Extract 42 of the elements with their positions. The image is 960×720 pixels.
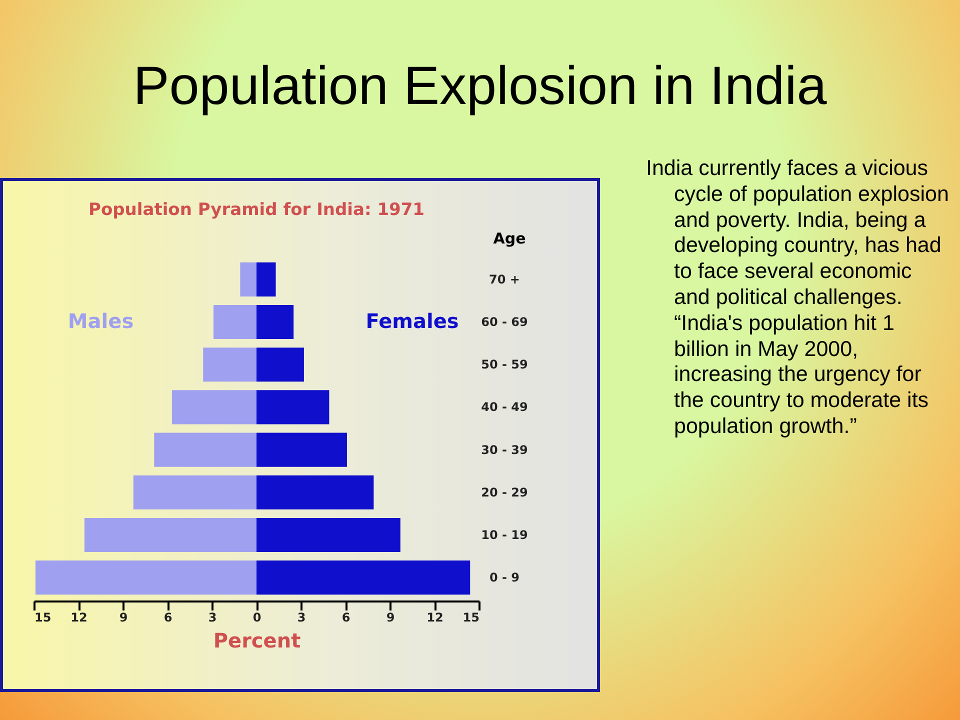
y-tick-label: 40 - 49 (481, 400, 528, 414)
y-tick-label: 70 + (489, 272, 520, 286)
bar (35, 560, 256, 595)
y-axis-title: Age (493, 230, 526, 248)
bar (256, 475, 374, 510)
bar (133, 475, 256, 510)
y-tick-label: 60 - 69 (481, 315, 528, 330)
y-tick-label: 20 - 29 (481, 485, 528, 500)
x-tick-label: 6 (342, 610, 350, 624)
y-tick-label: 10 - 19 (481, 528, 528, 542)
y-tick-label: 0 - 9 (489, 570, 520, 585)
bar (256, 348, 304, 382)
bar (256, 432, 347, 467)
bar (213, 304, 256, 340)
chart-subtitle: Population Pyramid for India: 1971 (88, 200, 425, 220)
bar (256, 390, 330, 424)
text: India currently faces a vicious cycle of population explosion and poverty. India, being a developing country, has had to face several economic and political challenges. “India's population hit 1 billion in May 2000, increasing the urgency for the country to moderate its population growth.” (646, 156, 949, 438)
bar (84, 518, 256, 552)
text: Males (68, 309, 134, 334)
bar (172, 390, 256, 424)
x-tick-label: 9 (386, 610, 395, 624)
x-tick-label: 15 (34, 610, 52, 624)
x-axis-title: Percent (213, 628, 302, 652)
y-tick-label: 30 - 39 (481, 442, 528, 457)
x-tick-label: 3 (208, 610, 217, 624)
text: Females (366, 309, 459, 334)
x-tick-label: 12 (426, 610, 444, 624)
y-tick-label: 50 - 59 (481, 358, 528, 372)
x-tick-label: 3 (297, 610, 306, 624)
x-tick-label: 9 (119, 610, 128, 624)
x-tick-label: 6 (164, 610, 172, 624)
x-tick-label: 12 (70, 610, 88, 624)
bar (256, 304, 294, 340)
bar (256, 262, 276, 296)
bar (256, 560, 470, 595)
x-tick-label: 0 (252, 610, 262, 624)
bar (256, 518, 400, 552)
bar (240, 262, 256, 296)
x-tick-label: 15 (462, 610, 480, 624)
bar (203, 348, 256, 382)
bar (154, 432, 256, 467)
chart-title: Population Explosion in India (132, 55, 828, 117)
